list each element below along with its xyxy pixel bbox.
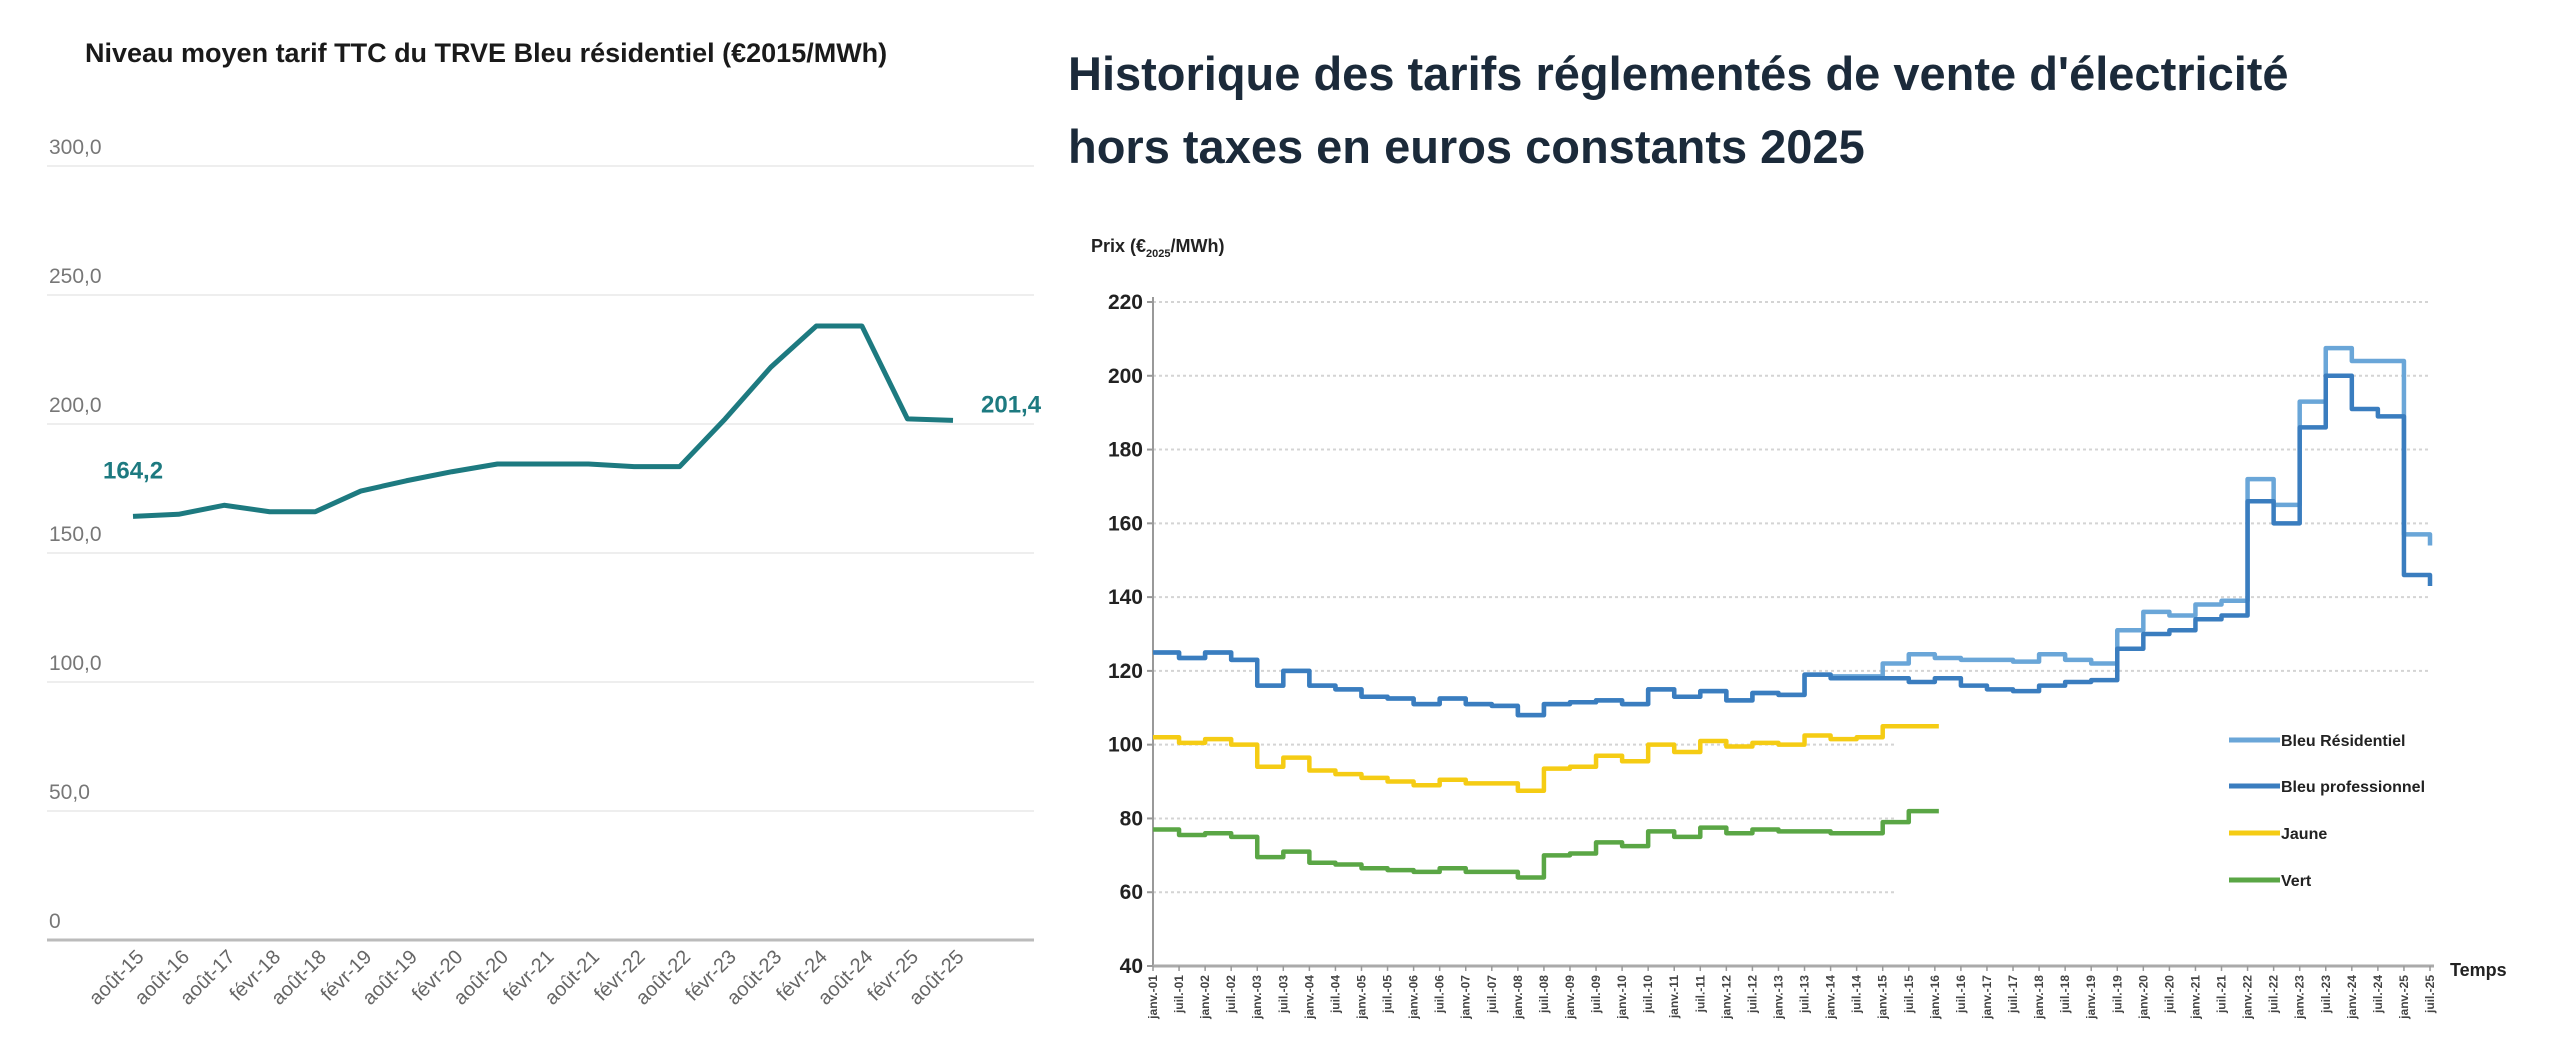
x-tick-label: janv.-07 <box>1459 975 1473 1020</box>
x-tick-label: juil.-21 <box>2215 975 2229 1014</box>
x-tick-label: juil.-25 <box>2423 975 2437 1014</box>
y-axis-label: Prix (€2025/MWh) <box>1091 236 1225 260</box>
x-tick-label: juil.-12 <box>1745 975 1759 1014</box>
series-line-bleu-professionnel <box>1153 373 2433 718</box>
x-tick-label: juil.-07 <box>1485 975 1499 1014</box>
y-tick-label: 80 <box>1120 807 1143 830</box>
y-tick-label: 250,0 <box>49 265 102 288</box>
x-tick-label: janv.-11 <box>1667 975 1681 1019</box>
x-tick-label: juil.-11 <box>1693 975 1707 1014</box>
x-tick-label: janv.-12 <box>1719 975 1733 1020</box>
x-tick-label: janv.-19 <box>2084 975 2098 1020</box>
legend-item: Bleu professionnel <box>2229 779 2425 796</box>
data-label-first: 164,2 <box>103 457 163 484</box>
x-tick-label: janv.-05 <box>1354 975 1368 1020</box>
x-axis-label: Temps <box>2450 960 2507 980</box>
y-tick-label: 60 <box>1120 881 1143 904</box>
x-tick-label: janv.-09 <box>1563 975 1577 1020</box>
x-tick-label: janv.-18 <box>2032 975 2046 1020</box>
y-tick-label: 160 <box>1108 512 1143 535</box>
x-tick-label: juil.-04 <box>1328 975 1342 1014</box>
x-tick-label: janv.-17 <box>1980 975 1994 1020</box>
legend-label: Bleu Résidentiel <box>2281 733 2405 750</box>
legend-label: Jaune <box>2281 826 2327 843</box>
x-tick-label: juil.-02 <box>1224 975 1238 1014</box>
x-tick-label: janv.-04 <box>1302 975 1316 1020</box>
x-tick-label: juil.-18 <box>2058 975 2072 1014</box>
y-tick-label: 200,0 <box>49 394 102 417</box>
x-tick-label: juil.-05 <box>1381 975 1395 1014</box>
x-tick-label: juil.-14 <box>1850 975 1864 1014</box>
y-tick-label: 100 <box>1108 734 1143 757</box>
x-tick-label: janv.-14 <box>1824 975 1838 1020</box>
x-tick-label: janv.-24 <box>2345 975 2359 1020</box>
y-tick-label: 180 <box>1108 439 1143 462</box>
x-tick-label: juil.-20 <box>2162 975 2176 1014</box>
x-tick-label: janv.-25 <box>2397 975 2411 1020</box>
x-tick-label: juil.-15 <box>1902 975 1916 1014</box>
chart-tarif-ttc-bleu-residentiel: Niveau moyen tarif TTC du TRVE Bleu rési… <box>47 38 1042 1010</box>
x-tick-label: janv.-16 <box>1928 975 1942 1020</box>
x-tick-label: juil.-19 <box>2110 975 2124 1014</box>
x-tick-label: janv.-21 <box>2188 975 2202 1020</box>
x-tick-label: janv.-06 <box>1407 975 1421 1020</box>
x-tick-label: janv.-10 <box>1615 975 1629 1020</box>
x-tick-label: janv.-02 <box>1198 975 1212 1020</box>
y-tick-label: 120 <box>1108 660 1143 683</box>
y-tick-label: 140 <box>1108 586 1143 609</box>
x-tick-label: juil.-24 <box>2371 975 2385 1014</box>
x-tick-label: juil.-01 <box>1172 975 1186 1014</box>
legend-item: Bleu Résidentiel <box>2229 733 2405 750</box>
y-tick-label: 220 <box>1108 291 1143 314</box>
x-tick-label: juil.-13 <box>1798 975 1812 1014</box>
y-tick-label: 40 <box>1120 955 1143 978</box>
x-tick-label: janv.-08 <box>1511 975 1525 1020</box>
x-tick-label: juil.-10 <box>1641 975 1655 1014</box>
x-tick-label: janv.-15 <box>1876 975 1890 1020</box>
x-tick-label: juil.-17 <box>2006 975 2020 1014</box>
x-tick-label: janv.-03 <box>1250 975 1264 1020</box>
x-tick-label: janv.-13 <box>1771 975 1785 1020</box>
x-tick-label: juil.-03 <box>1276 975 1290 1014</box>
legend-item: Jaune <box>2229 826 2327 843</box>
legend-label: Vert <box>2281 873 2312 890</box>
y-tick-label: 50,0 <box>49 781 90 804</box>
legend-label: Bleu professionnel <box>2281 779 2425 796</box>
chart-title-line-1: Historique des tarifs réglementés de ven… <box>1068 47 2289 100</box>
x-tick-label: janv.-20 <box>2136 975 2150 1020</box>
x-tick-label: janv.-23 <box>2293 975 2307 1020</box>
y-tick-label: 150,0 <box>49 523 102 546</box>
chart-title: Niveau moyen tarif TTC du TRVE Bleu rési… <box>85 38 887 68</box>
series-line-vert <box>1153 808 1939 880</box>
chart-title-line-2: hors taxes en euros constants 2025 <box>1068 120 1865 173</box>
x-tick-label: janv.-22 <box>2241 975 2255 1020</box>
x-tick-label: juil.-06 <box>1433 975 1447 1014</box>
series-line-bleu-r-sidentiel <box>1153 345 2433 718</box>
x-tick-label: juil.-23 <box>2319 975 2333 1014</box>
x-tick-label: juil.-09 <box>1589 975 1603 1014</box>
x-tick-label: janv.-01 <box>1146 975 1160 1020</box>
x-tick-label: juil.-22 <box>2267 975 2281 1014</box>
x-tick-label: juil.-08 <box>1537 975 1551 1014</box>
series-line-jaune <box>1153 723 1939 794</box>
series-line-bleu-residentiel <box>132 323 954 519</box>
x-tick-label: juil.-16 <box>1954 975 1968 1014</box>
y-tick-label: 100,0 <box>49 652 102 675</box>
data-label-last: 201,4 <box>981 391 1042 418</box>
legend-item: Vert <box>2229 873 2312 890</box>
y-tick-label: 200 <box>1108 365 1143 388</box>
y-tick-label: 300,0 <box>49 136 102 159</box>
y-tick-label: 0 <box>49 910 61 933</box>
